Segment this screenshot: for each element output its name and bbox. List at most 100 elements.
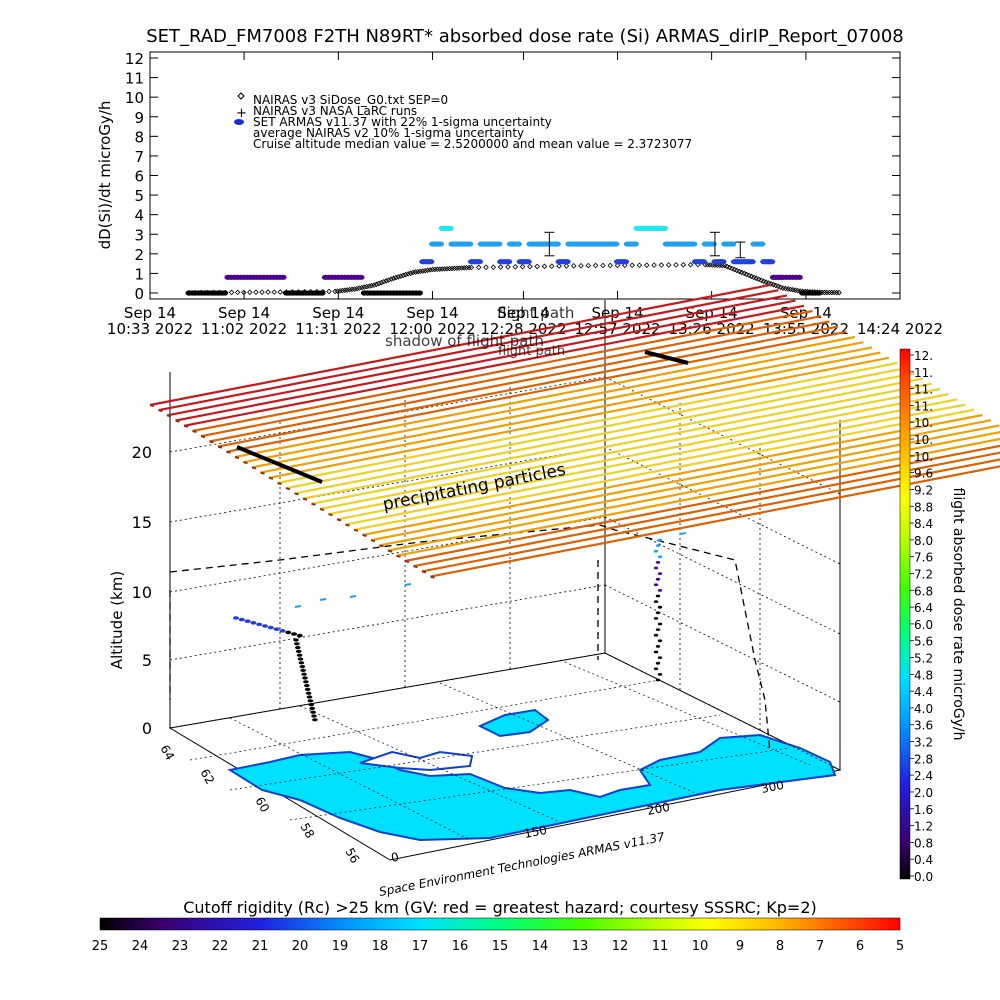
nairas-point: [773, 282, 779, 289]
altitude-axis-label: Altitude (km): [108, 571, 126, 669]
band-stripe-edge: [175, 419, 180, 423]
cutoff-rigidity-tick-label: 21: [252, 939, 269, 954]
flight-path-point: [655, 594, 661, 598]
nairas-point: [570, 263, 577, 269]
dose-colorbar-tick-label: 5.2: [914, 652, 933, 666]
nairas-point: [768, 281, 774, 287]
cutoff-rigidity-tick-label: 7: [816, 939, 824, 954]
y-tick-label: 7: [134, 148, 144, 166]
nairas-point: [738, 269, 745, 276]
flight-path-point: [244, 619, 251, 623]
y-tick-label: 9: [134, 109, 144, 127]
grid-line: [169, 516, 606, 593]
dose-colorbar-tick-label: 9.6: [914, 467, 933, 481]
nairas-point: [724, 263, 730, 270]
grid-line: [169, 446, 606, 523]
nairas-point: [709, 262, 716, 268]
y-tick-label: 8: [134, 128, 144, 146]
nairas-point: [758, 277, 764, 284]
map-land-island: [477, 708, 550, 738]
nairas-point: [449, 265, 455, 272]
dose-colorbar-ticks: 12. 11. 11. 11. 10. 10. 10. 9.6 9.2 8.8 8.4 8.0 7.6 7…: [910, 349, 933, 884]
band-stripe-edge: [183, 424, 189, 428]
nairas-point: [753, 275, 760, 282]
nairas-point: [342, 287, 348, 294]
armas-point: [524, 259, 532, 265]
nairas-point: [344, 287, 351, 293]
flight-path-point: [653, 633, 659, 637]
armas-point: [357, 274, 365, 280]
band-stripe-edge: [209, 440, 214, 444]
grid-line: [169, 652, 606, 729]
nairas-point: [527, 263, 533, 270]
nairas-point: [585, 262, 592, 269]
nairas-point: [417, 268, 424, 275]
band-stripe-edge: [404, 560, 410, 563]
cutoff-rigidity-tick-label: 9: [736, 939, 744, 954]
map-land-coast: [359, 750, 474, 772]
flight-path-point: [262, 624, 268, 628]
flight-path-point: [655, 544, 661, 547]
latitude-tick-label: 56: [342, 846, 362, 866]
legend-item-nairas-larc: + NAIRAS v3 NASA LaRC runs: [236, 104, 417, 121]
nairas-point: [461, 265, 467, 271]
band-stripe: [200, 315, 822, 438]
x-tick-label-date: Sep 14: [312, 304, 364, 322]
flight-path-point: [285, 630, 292, 635]
nairas-point: [247, 289, 253, 296]
nairas-point: [743, 271, 750, 278]
nairas-point: [381, 278, 387, 285]
x-tick-label-time: 13:55 2022: [763, 320, 849, 338]
nairas-point: [429, 266, 436, 273]
y-tick-label: 11: [125, 70, 144, 88]
dose-colorbar-tick-label: 3.6: [914, 719, 933, 733]
longitude-ticks: 0 150 200 300: [390, 778, 785, 865]
flight-path-point: [657, 572, 663, 575]
dose-colorbar-tick-label: 8.8: [914, 500, 933, 514]
legend-label: average NAIRAS v2 10% 1-sigma uncertaint…: [253, 126, 524, 140]
legend-diamond-icon: [237, 92, 245, 100]
band-stripe-edge: [217, 445, 223, 449]
nairas-point: [519, 263, 526, 270]
band-stripe-edge: [251, 466, 257, 470]
nairas-point: [760, 278, 767, 285]
cutoff-rigidity-tick-label: 6: [856, 939, 864, 954]
nairas-point: [736, 268, 743, 275]
flight-path-point: [657, 622, 663, 626]
band-stripe: [319, 387, 941, 511]
band-stripe: [226, 330, 847, 453]
cutoff-rigidity-tick-label: 14: [532, 939, 549, 954]
flight-path-point: [655, 561, 661, 564]
band-stripe-edge: [192, 430, 197, 433]
nairas-point: [419, 268, 426, 274]
nairas-point: [326, 288, 332, 295]
band-stripe-edge: [413, 565, 418, 569]
dose-colorbar-tick-label: 0.4: [914, 853, 933, 867]
x-tick-label-time: 12:28 2022: [480, 320, 566, 338]
cutoff-rigidity-title: Cutoff rigidity (Rc) >25 km (GV: red = g…: [183, 898, 817, 917]
x-tick-label-date: Sep 14: [124, 304, 176, 322]
nairas-point: [361, 284, 368, 290]
y-tick-label: 4: [134, 207, 144, 225]
cutoff-rigidity-tick-label: 24: [132, 939, 149, 954]
dose-colorbar-tick-label: 0.0: [914, 870, 933, 884]
nairas-point: [446, 265, 453, 272]
armas-point: [553, 241, 561, 247]
nairas-point: [395, 274, 402, 280]
nairas-point: [463, 265, 470, 271]
armas-point: [427, 259, 435, 265]
flight-path-point: [657, 555, 663, 559]
nairas-point: [437, 266, 443, 272]
dose-colorbar-tick-label: 7.2: [914, 567, 933, 581]
cutoff-rigidity-tick-label: 15: [492, 939, 509, 954]
nairas-point: [412, 269, 419, 275]
band-stripe-edge: [379, 544, 384, 548]
armas-point: [318, 290, 326, 296]
nairas-point: [378, 279, 385, 286]
nairas-point: [432, 266, 438, 273]
flight-path-point: [294, 605, 302, 608]
cutoff-rigidity-tick-label: 13: [572, 939, 589, 954]
chart-title: SET_RAD_FM7008 F2TH N89RT* absorbed dose…: [146, 26, 904, 47]
armas-point: [690, 241, 698, 247]
armas-point: [700, 259, 708, 265]
